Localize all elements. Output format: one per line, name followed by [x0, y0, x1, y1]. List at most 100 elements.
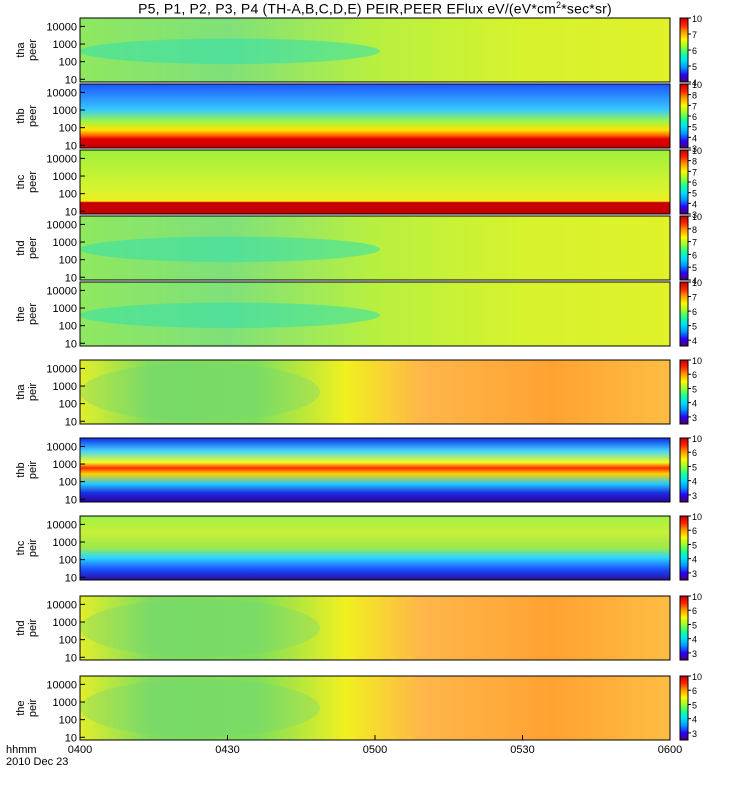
y-tick-label: 1000 — [53, 697, 77, 709]
panel-label-thc_peir-species: peir — [27, 538, 39, 557]
colorbar-thd_peer: 10 8 7 6 5 4 — [679, 212, 702, 286]
panel-frame-thd_peir — [79, 595, 671, 661]
colorbar-tick-label: 3 — [692, 649, 697, 659]
y-tick-label: 10 — [65, 140, 77, 152]
colorbar-scale — [679, 437, 689, 503]
panel-label-thc_peir-probe: thc — [15, 540, 27, 555]
panel-frame-tha_peir — [79, 359, 671, 425]
colorbar-tick-label: 5 — [692, 62, 697, 72]
time-format-label: hhmm — [6, 744, 37, 756]
panel-label-thd_peer-species: peer — [27, 237, 39, 259]
flux-enhancement-region — [80, 302, 380, 329]
colorbar-tick-label: 3 — [692, 144, 697, 154]
chart-title-main: P5, P1, P2, P3, P4 (TH-A,B,C,D,E) PEIR,P… — [138, 0, 557, 17]
y-tick-label: 10000 — [46, 285, 77, 297]
y-tick-label: 10 — [65, 338, 77, 350]
colorbar-scale — [679, 359, 689, 425]
colorbar-tick-label: 4 — [692, 78, 697, 88]
y-tick-label: 100 — [59, 321, 77, 333]
colorbar-thb_peir: 10 6 5 4 3 — [679, 434, 702, 503]
panel-label-the_peir-probe: the — [15, 700, 27, 715]
colorbar-tick-label: 4 — [692, 477, 697, 487]
panel-frame-thb_peir — [79, 437, 671, 503]
colorbar-tick-label: 4 — [692, 133, 697, 143]
colorbar-tick-label: 8 — [692, 91, 697, 101]
y-tick-label: 10 — [65, 652, 77, 664]
panel-label-thd_peer-probe: thd — [15, 240, 27, 255]
colorbar-tick-label: 7 — [692, 167, 697, 177]
date-label: 2010 Dec 23 — [6, 756, 69, 768]
panel-label-thb_peer-probe: thb — [15, 108, 27, 123]
y-tick-label: 10 — [65, 272, 77, 284]
colorbar-tick-label: 6 — [692, 307, 697, 317]
y-tick-label: 100 — [59, 123, 77, 135]
y-tick-label: 1000 — [53, 105, 77, 117]
colorbar-tick-label: 10 — [692, 146, 702, 156]
y-tick-label: 10000 — [46, 153, 77, 165]
y-tick-label: 10 — [65, 206, 77, 218]
colorbar-scale — [679, 149, 689, 215]
y-tick-label: 10000 — [46, 519, 77, 531]
colorbar-tick-label: 5 — [692, 700, 697, 710]
spectrogram-tha_peir — [80, 360, 670, 424]
y-tick-label: 10000 — [46, 679, 77, 691]
panel-frame-thc_peir — [79, 515, 671, 581]
y-tick-label: 1000 — [53, 237, 77, 249]
spectrogram-thc_peir — [80, 516, 670, 580]
time-axis: 0400 0430 0500 0530 0600 — [68, 735, 682, 756]
colorbar-tick-label: 10 — [692, 592, 702, 602]
y-tick-label: 100 — [59, 189, 77, 201]
colorbar-tick-label: 10 — [692, 672, 702, 682]
colorbar-thc_peir: 10 6 5 4 3 — [679, 512, 702, 581]
colorbar-tick-label: 6 — [692, 46, 697, 56]
colorbar-the_peer: 10 7 6 5 4 — [679, 278, 702, 347]
colorbar-tick-label: 5 — [692, 540, 697, 550]
colorbar-tick-label: 6 — [692, 112, 697, 122]
y-tick-label: 100 — [59, 555, 77, 567]
chart-title-suffix: *sec*sr) — [561, 0, 612, 17]
colorbar-tick-label: 7 — [692, 293, 697, 303]
y-tick-label: 10000 — [46, 599, 77, 611]
y-tick-label: 1000 — [53, 381, 77, 393]
colorbar-tick-label: 8 — [692, 225, 697, 235]
colorbar-tick-label: 6 — [692, 250, 697, 260]
spectrogram-the_peir — [80, 676, 670, 740]
panel-label-the_peer-probe: the — [15, 306, 27, 321]
colorbar-tick-label: 5 — [692, 620, 697, 630]
y-tick-label: 1000 — [53, 537, 77, 549]
panel-thd_peir: thd peir 10000 1000 100 10 10 6 5 4 3 — [15, 592, 702, 664]
colorbar-tick-label: 5 — [692, 322, 697, 332]
panel-label-thc_peer-probe: thc — [15, 174, 27, 189]
colorbar-scale — [679, 595, 689, 661]
y-tick-label: 1000 — [53, 171, 77, 183]
colorbar-tick-label: 5 — [692, 189, 697, 199]
y-tick-label: 10 — [65, 572, 77, 584]
colorbar-scale — [679, 17, 689, 83]
colorbar-scale — [679, 515, 689, 581]
panel-frame-thd_peer — [79, 215, 671, 281]
spectrogram-thb_peir — [80, 438, 670, 502]
colorbar-tick-label: 5 — [692, 384, 697, 394]
colorbar-tick-label: 6 — [692, 526, 697, 536]
colorbar-tick-label: 5 — [692, 462, 697, 472]
colorbar-scale — [679, 675, 689, 741]
panel-tha_peer: tha peer 10000 1000 100 10 10 7 6 5 4 — [15, 14, 702, 88]
panel-frame-thc_peer — [79, 149, 671, 215]
y-tick-label: 100 — [59, 715, 77, 727]
colorbar-tha_peir: 10 6 5 4 3 — [679, 356, 702, 425]
colorbar-scale — [679, 281, 689, 347]
colorbar-tick-label: 4 — [692, 199, 697, 209]
colorbar-tick-label: 3 — [692, 210, 697, 220]
panel-label-tha_peir-probe: tha — [15, 383, 27, 399]
spectrogram-thd_peir — [80, 596, 670, 660]
chart-title-exponent: 2 — [556, 0, 562, 10]
colorbar-tick-label: 4 — [692, 336, 697, 346]
colorbar-tick-label: 6 — [692, 686, 697, 696]
panel-label-thb_peer-species: peer — [27, 105, 39, 127]
flux-enhancement-region — [80, 38, 380, 65]
colorbar-tick-label: 10 — [692, 80, 702, 90]
y-tick-label: 100 — [59, 477, 77, 489]
colorbar-tick-label: 6 — [692, 606, 697, 616]
